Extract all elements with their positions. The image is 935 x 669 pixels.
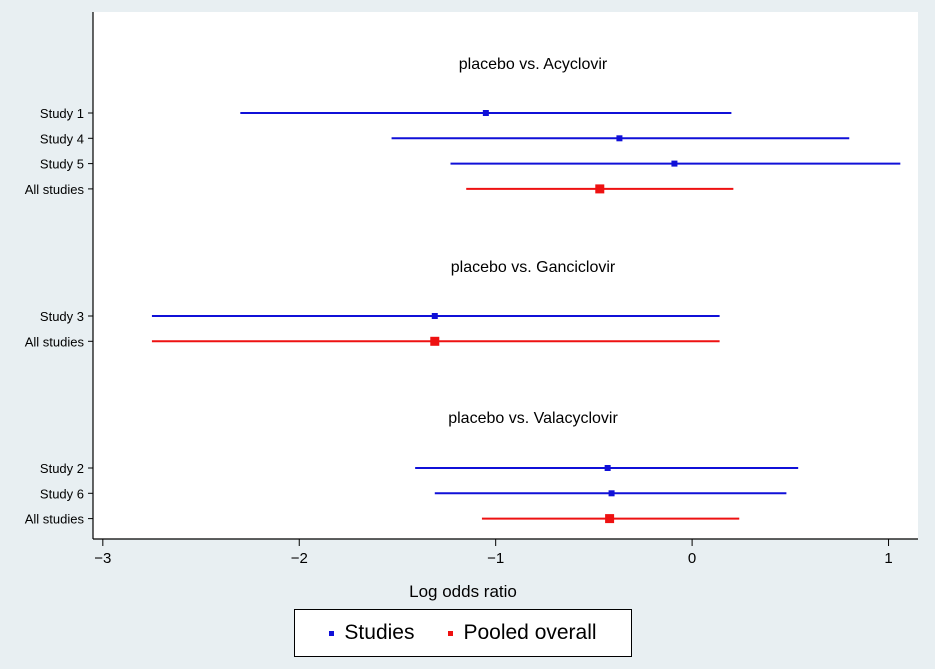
legend-marker-pooled [448, 630, 454, 636]
study-point [616, 135, 623, 142]
study-point [482, 110, 489, 116]
study-point [608, 490, 615, 497]
x-tick-label: −2 [291, 550, 308, 567]
row-label: All studies [25, 512, 85, 527]
legend-marker-studies [329, 630, 335, 636]
row-label: Study 6 [40, 486, 84, 501]
x-axis-label: Log odds ratio [409, 582, 517, 601]
study-point [431, 313, 438, 319]
legend: Studies Pooled overall [294, 609, 632, 657]
plot-area [93, 12, 918, 539]
legend-entry-studies: Studies [329, 621, 414, 645]
x-tick-label: −1 [487, 550, 504, 567]
group-title: placebo vs. Valacyclovir [448, 410, 618, 427]
row-label: Study 5 [40, 157, 84, 172]
x-tick-label: −3 [94, 550, 111, 567]
pooled-point [595, 184, 605, 194]
row-label: Study 1 [40, 106, 84, 121]
group-title: placebo vs. Acyclovir [459, 56, 608, 73]
legend-label-studies: Studies [344, 621, 415, 644]
row-label: Study 3 [40, 309, 84, 324]
pooled-point [605, 514, 615, 524]
study-point [604, 465, 611, 471]
x-axis-ticks: −3 −2 −1 0 1 [94, 539, 893, 567]
group-title: placebo vs. Ganciclovir [451, 259, 616, 276]
x-tick-label: 0 [688, 550, 696, 567]
x-tick-label: 1 [884, 550, 892, 567]
legend-entry-pooled: Pooled overall [448, 621, 597, 645]
plot-marks [151, 110, 901, 524]
study-point [671, 160, 678, 167]
row-label: Study 4 [40, 131, 84, 146]
pooled-point [430, 336, 440, 346]
legend-label-pooled: Pooled overall [463, 621, 597, 644]
row-label: All studies [25, 334, 85, 349]
row-label: All studies [25, 182, 85, 197]
row-label: Study 2 [40, 461, 84, 476]
